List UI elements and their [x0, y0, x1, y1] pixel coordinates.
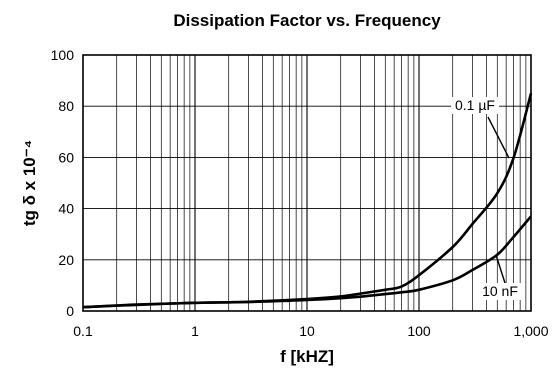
- x-tick-label: 1,000: [513, 323, 548, 339]
- y-axis-ticks: 0 20 40 60 80 100: [51, 47, 75, 319]
- x-axis-title: f [kHZ]: [280, 347, 334, 366]
- y-tick-label: 80: [58, 98, 74, 114]
- y-tick-label: 0: [66, 303, 74, 319]
- plot-frame: [82, 54, 532, 312]
- x-tick-label: 10: [299, 323, 315, 339]
- annotation-background: [451, 97, 499, 114]
- annotation-layer: 0.1 µF 10 nF: [451, 97, 524, 300]
- annotation-background: [476, 283, 524, 300]
- series-line-10-nf: [82, 215, 532, 309]
- x-axis-ticks: 0.1 1 10 100 1,000: [73, 323, 548, 339]
- x-tick-label: 1: [191, 323, 199, 339]
- y-tick-label: 40: [58, 201, 74, 217]
- y-tick-label: 100: [51, 47, 75, 63]
- plot-grid: [83, 55, 531, 311]
- series-layer: [82, 93, 533, 309]
- chart-title: Dissipation Factor vs. Frequency: [173, 11, 441, 30]
- x-tick-label: 100: [407, 323, 431, 339]
- y-tick-label: 20: [58, 252, 74, 268]
- annotation-leader-line: [487, 116, 510, 159]
- x-tick-label: 0.1: [73, 323, 93, 339]
- annotation-leader-line: [495, 254, 506, 284]
- series-annotation-label: 10 nF: [482, 283, 518, 299]
- y-tick-label: 60: [58, 149, 74, 165]
- series-annotation-label: 0.1 µF: [455, 97, 495, 113]
- y-axis-title: tg δ x 10⁻⁴: [20, 140, 39, 226]
